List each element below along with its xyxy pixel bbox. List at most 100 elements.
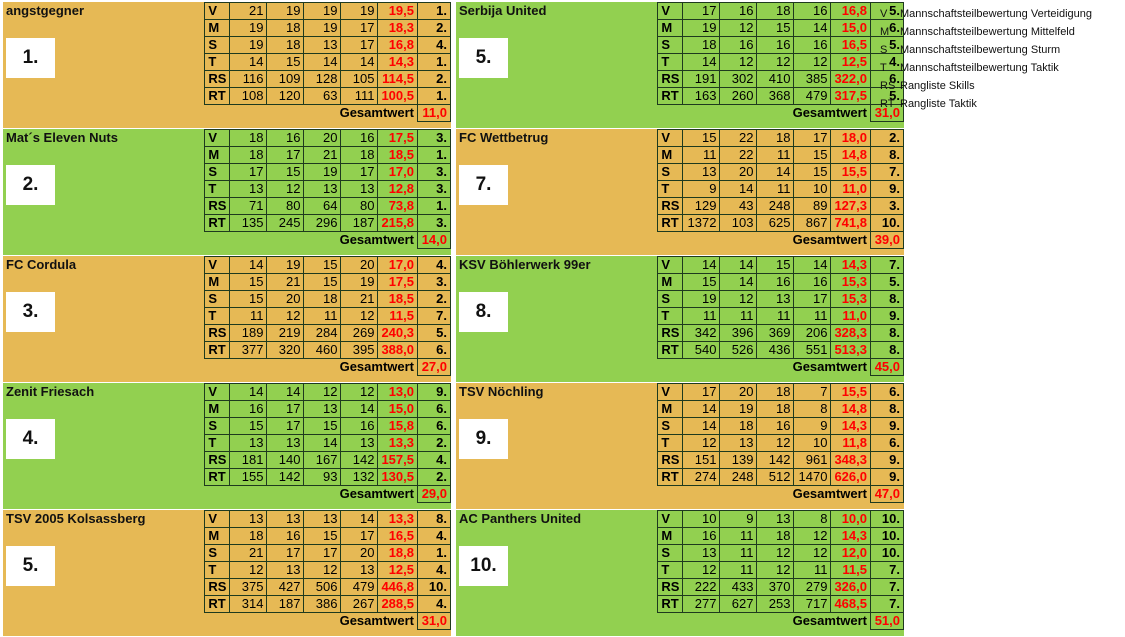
stat-average: 11,0 [830,180,871,198]
stat-value: 267 [340,595,379,613]
stat-value: 12 [756,53,795,71]
team-card: KSV Böhlerwerk 99er 8. V 14 14 15 14 14,3 7. M 15 1… [456,256,904,383]
stat-value: 16 [340,129,379,147]
stat-average: 73,8 [377,197,418,215]
stat-average: 17,0 [377,256,418,274]
gesamt-value: 47,0 [870,485,904,503]
stat-placement: 3. [417,180,451,198]
team-name: FC Cordula [6,257,77,272]
stat-value: 13 [682,163,721,181]
stat-value: 16 [793,36,832,54]
stat-placement: 8. [870,341,904,359]
stat-row: M 18 17 21 18 18,5 1. [204,146,451,164]
gesamt-row: Gesamtwert 29,0 [205,485,451,503]
gesamt-label: Gesamtwert [339,359,414,375]
stat-value: 15 [303,527,342,545]
stat-value: 13 [340,434,379,452]
stat-row: RS 342 396 369 206 328,3 8. [657,324,904,342]
team-name: KSV Böhlerwerk 99er [459,257,591,272]
stat-placement: 3. [870,197,904,215]
stat-row: M 15 14 16 16 15,3 5. [657,273,904,291]
stat-value: 15 [756,256,795,274]
legend-text: Rangliste Taktik [900,98,977,110]
stat-value: 12 [756,561,795,579]
stat-value: 17 [266,146,305,164]
stat-value: 14 [229,256,268,274]
stat-value: 320 [266,341,305,359]
stat-row: RS 116 109 128 105 114,5 2. [204,70,451,88]
team-name: Serbija United [459,3,547,18]
stat-placement: 8. [870,146,904,164]
stat-value: 269 [340,324,379,342]
stat-placement: 7. [870,561,904,579]
stat-value: 20 [266,290,305,308]
stat-value: 10 [793,434,832,452]
stat-code: V [657,129,684,147]
gesamt-label: Gesamtwert [339,105,414,121]
stat-value: 717 [793,595,832,613]
gesamt-row: Gesamtwert 31,0 [658,104,904,122]
stat-row: T 11 12 11 12 11,5 7. [204,307,451,325]
stat-value: 16 [719,2,758,20]
stat-row: S 21 17 17 20 18,8 1. [204,544,451,562]
stats-table: V 21 19 19 19 19,5 1. M 19 18 19 17 18,3 2. S 19 18 13 17 1… [204,2,451,122]
stat-code: M [657,273,684,291]
stat-value: 15 [793,163,832,181]
gesamt-row: Gesamtwert 11,0 [205,104,451,122]
stat-average: 326,0 [830,578,871,596]
stat-placement: 9. [870,468,904,486]
stat-value: 14 [266,383,305,401]
stat-row: T 9 14 11 10 11,0 9. [657,180,904,198]
stat-placement: 7. [417,307,451,325]
stat-value: 13 [682,544,721,562]
stat-row: RT 377 320 460 395 388,0 6. [204,341,451,359]
stat-average: 513,3 [830,341,871,359]
gesamt-row: Gesamtwert 51,0 [658,612,904,630]
gesamt-label: Gesamtwert [792,613,867,629]
stat-value: 17 [266,544,305,562]
stat-value: 433 [719,578,758,596]
stat-row: RT 1372 103 625 867 741,8 10. [657,214,904,232]
team-rank: 1. [6,38,55,78]
stat-row: RS 375 427 506 479 446,8 10. [204,578,451,596]
stat-value: 18 [266,36,305,54]
stat-row: S 17 15 19 17 17,0 3. [204,163,451,181]
gesamt-label: Gesamtwert [339,232,414,248]
stat-code: V [204,510,231,528]
legend-text: Mannschaftsteilbewertung Verteidigung [900,8,1093,20]
stat-average: 16,8 [377,36,418,54]
stat-row: RS 151 139 142 961 348,3 9. [657,451,904,469]
stat-value: 15 [229,290,268,308]
stat-value: 260 [719,87,758,105]
gesamt-label: Gesamtwert [792,486,867,502]
gesamt-value: 45,0 [870,358,904,376]
stats-table: V 17 16 18 16 16,8 5. M 19 12 15 14 15,0 6. S 18 16 16 16 1… [657,2,904,122]
stat-value: 15 [756,19,795,37]
stat-code: S [657,163,684,181]
stat-value: 21 [266,273,305,291]
stat-value: 11 [719,307,758,325]
stat-value: 14 [756,163,795,181]
stat-value: 14 [793,256,832,274]
stat-value: 189 [229,324,268,342]
stat-value: 627 [719,595,758,613]
stat-row: V 18 16 20 16 17,5 3. [204,129,451,147]
stat-value: 17 [682,383,721,401]
stat-value: 1372 [682,214,721,232]
stat-value: 245 [266,214,305,232]
stat-value: 14 [340,400,379,418]
stat-value: 16 [719,36,758,54]
stat-value: 13 [340,180,379,198]
legend-text: Mannschaftsteilbewertung Mittelfeld [900,26,1075,38]
gesamt-label: Gesamtwert [792,232,867,248]
stat-value: 14 [229,53,268,71]
stat-value: 12 [793,53,832,71]
stat-row: S 15 20 18 21 18,5 2. [204,290,451,308]
stat-value: 17 [303,544,342,562]
team-name: Zenit Friesach [6,384,95,399]
stat-placement: 1. [417,146,451,164]
stat-value: 512 [756,468,795,486]
stat-value: 181 [229,451,268,469]
stat-value: 21 [340,290,379,308]
stat-value: 14 [682,256,721,274]
